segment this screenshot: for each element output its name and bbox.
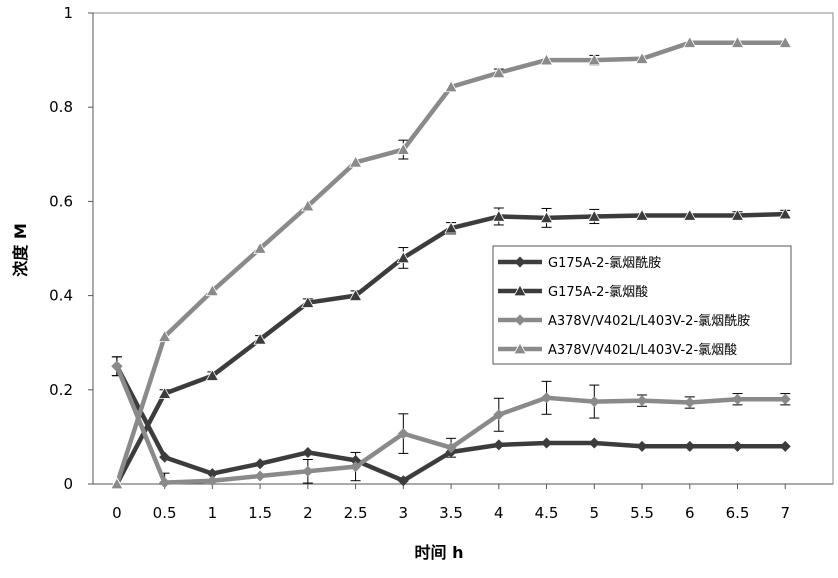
legend-label: G175A-2-氯烟酰胺 xyxy=(548,256,661,271)
diamond-marker xyxy=(541,438,552,449)
x-tick-label: 1 xyxy=(208,504,218,522)
x-tick-label: 2 xyxy=(303,504,313,522)
legend: G175A-2-氯烟酰胺 G175A-2-氯烟酸 A378V/V402L/L403V… xyxy=(493,246,791,364)
y-tick-label: 0.2 xyxy=(49,381,73,399)
x-tick-label: 0 xyxy=(112,504,122,522)
diamond-marker xyxy=(637,441,648,452)
diamond-marker xyxy=(541,392,552,403)
x-tick-label: 1.5 xyxy=(248,504,272,522)
legend-label: G175A-2-氯烟酸 xyxy=(548,285,648,300)
diamond-marker xyxy=(732,394,743,405)
series-line xyxy=(117,366,785,480)
diamond-marker xyxy=(780,441,791,452)
x-tick-label: 7 xyxy=(780,504,790,522)
y-axis-title: 浓度 M xyxy=(11,223,30,277)
x-tick-label: 3.5 xyxy=(439,504,463,522)
diamond-marker xyxy=(732,441,743,452)
diamond-marker xyxy=(493,439,504,450)
diamond-marker xyxy=(684,397,695,408)
series-line xyxy=(117,366,785,482)
x-tick-label: 6 xyxy=(685,504,695,522)
diamond-marker xyxy=(302,447,313,458)
diamond-marker xyxy=(302,466,313,477)
diamond-marker xyxy=(207,475,218,486)
y-tick-label: 0.6 xyxy=(49,192,73,210)
y-tick-label: 0.8 xyxy=(49,98,73,116)
y-tick-label: 0.4 xyxy=(49,287,73,305)
x-tick-label: 5 xyxy=(590,504,600,522)
legend-label: A378V/V402L/L403V-2-氯烟酸 xyxy=(548,343,737,358)
y-tick-label: 0 xyxy=(63,475,73,493)
x-tick-label: 0.5 xyxy=(153,504,177,522)
diamond-marker xyxy=(684,441,695,452)
diamond-marker xyxy=(780,394,791,405)
diamond-marker xyxy=(255,470,266,481)
x-tick-label: 3 xyxy=(399,504,409,522)
legend-label: A378V/V402L/L403V-2-氯烟酰胺 xyxy=(548,314,750,329)
x-tick-label: 4.5 xyxy=(535,504,559,522)
diamond-marker xyxy=(255,458,266,469)
y-tick-label: 1 xyxy=(63,4,73,22)
diamond-marker xyxy=(637,395,648,406)
diamond-marker xyxy=(589,438,600,449)
x-tick-label: 6.5 xyxy=(726,504,750,522)
x-tick-label: 5.5 xyxy=(630,504,654,522)
x-axis-title: 时间 h xyxy=(415,543,464,562)
x-tick-label: 4 xyxy=(494,504,504,522)
x-tick-label: 2.5 xyxy=(344,504,368,522)
diamond-marker xyxy=(589,396,600,407)
